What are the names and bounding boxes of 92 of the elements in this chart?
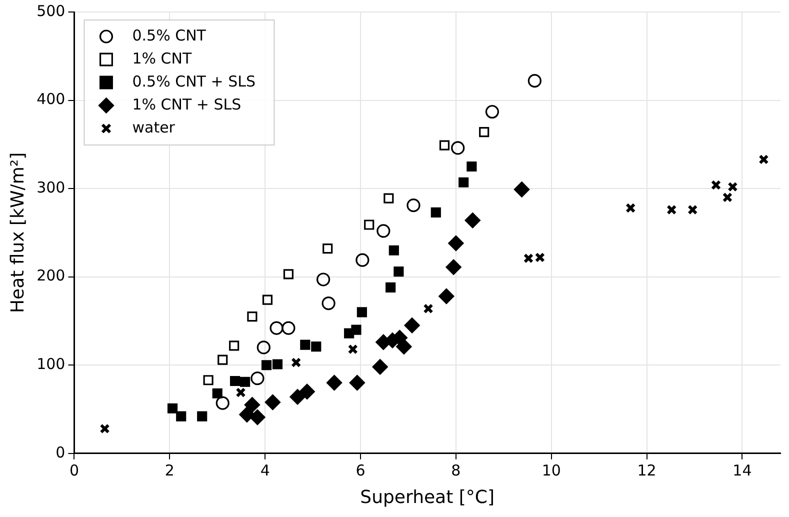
x-tick-label: 10 [542, 461, 561, 480]
point [710, 180, 722, 190]
point [264, 394, 281, 410]
point [244, 397, 260, 413]
x-tick-label: 2 [164, 461, 174, 480]
point [485, 104, 500, 119]
point [688, 204, 698, 215]
point [722, 192, 732, 202]
point [523, 253, 534, 264]
legend-label: water [132, 118, 176, 136]
point [240, 376, 250, 387]
point [396, 338, 412, 354]
legend-label: 0.5% CNT [132, 26, 207, 44]
point [167, 403, 178, 414]
point [351, 324, 362, 335]
point [212, 388, 222, 398]
point [316, 272, 330, 286]
y-tick-label: 300 [36, 178, 66, 196]
point [272, 359, 283, 370]
point [291, 357, 302, 368]
y-tick-label: 400 [36, 90, 66, 108]
legend-label: 1% CNT [132, 49, 192, 68]
point [256, 340, 270, 354]
point [446, 259, 462, 275]
point [758, 154, 769, 164]
point [423, 304, 434, 314]
point [406, 198, 420, 212]
legend-label: 1% CNT + SLS [132, 95, 242, 114]
point [430, 207, 441, 218]
point [438, 288, 454, 304]
point [626, 202, 636, 214]
y-tick-label: 100 [36, 355, 66, 374]
point [261, 360, 272, 370]
point [666, 204, 677, 215]
y-tick-label: 500 [36, 2, 66, 20]
point [230, 376, 240, 386]
x-tick-label: 12 [637, 461, 656, 480]
point [458, 177, 469, 188]
point [282, 321, 296, 335]
point [322, 296, 336, 310]
x-tick-label: 4 [260, 461, 270, 480]
point [216, 396, 230, 410]
point [299, 384, 315, 400]
x-tick-label: 14 [732, 461, 752, 480]
point [203, 375, 214, 386]
point [283, 269, 294, 280]
point [372, 359, 388, 375]
point [384, 193, 394, 204]
point [534, 252, 545, 262]
point [448, 235, 464, 252]
point [250, 409, 266, 426]
point [311, 342, 322, 352]
point [728, 182, 738, 192]
point [322, 244, 333, 254]
point [376, 224, 390, 238]
legend-label: 0.5% CNT + SLS [132, 72, 256, 90]
point [404, 318, 420, 334]
point [466, 161, 477, 172]
point [197, 411, 208, 422]
point [262, 294, 273, 305]
point [218, 354, 228, 365]
point [349, 374, 365, 391]
point [394, 266, 404, 277]
point [451, 141, 465, 155]
point [479, 127, 490, 138]
x-axis-title: Superheat [°C] [360, 486, 494, 508]
point [514, 182, 530, 198]
point [364, 220, 374, 230]
point [356, 307, 367, 318]
point [236, 387, 246, 398]
y-tick-label: 200 [36, 266, 66, 285]
point [250, 372, 264, 386]
point [348, 344, 358, 354]
point [386, 282, 396, 292]
point [528, 74, 542, 88]
point [176, 411, 186, 422]
x-tick-label: 8 [451, 461, 461, 480]
point [100, 424, 110, 434]
point [439, 140, 450, 150]
point [270, 321, 284, 335]
point [326, 374, 342, 391]
y-axis-title: Heat flux [kW/m²] [7, 152, 28, 314]
point [388, 245, 399, 256]
x-tick-label: 0 [69, 461, 80, 480]
point [229, 340, 240, 351]
point [290, 389, 306, 405]
point [247, 312, 258, 322]
point [464, 212, 480, 228]
y-tick-label: 0 [56, 443, 66, 462]
point [300, 340, 310, 350]
x-tick-label: 6 [356, 461, 366, 480]
point [356, 253, 370, 267]
